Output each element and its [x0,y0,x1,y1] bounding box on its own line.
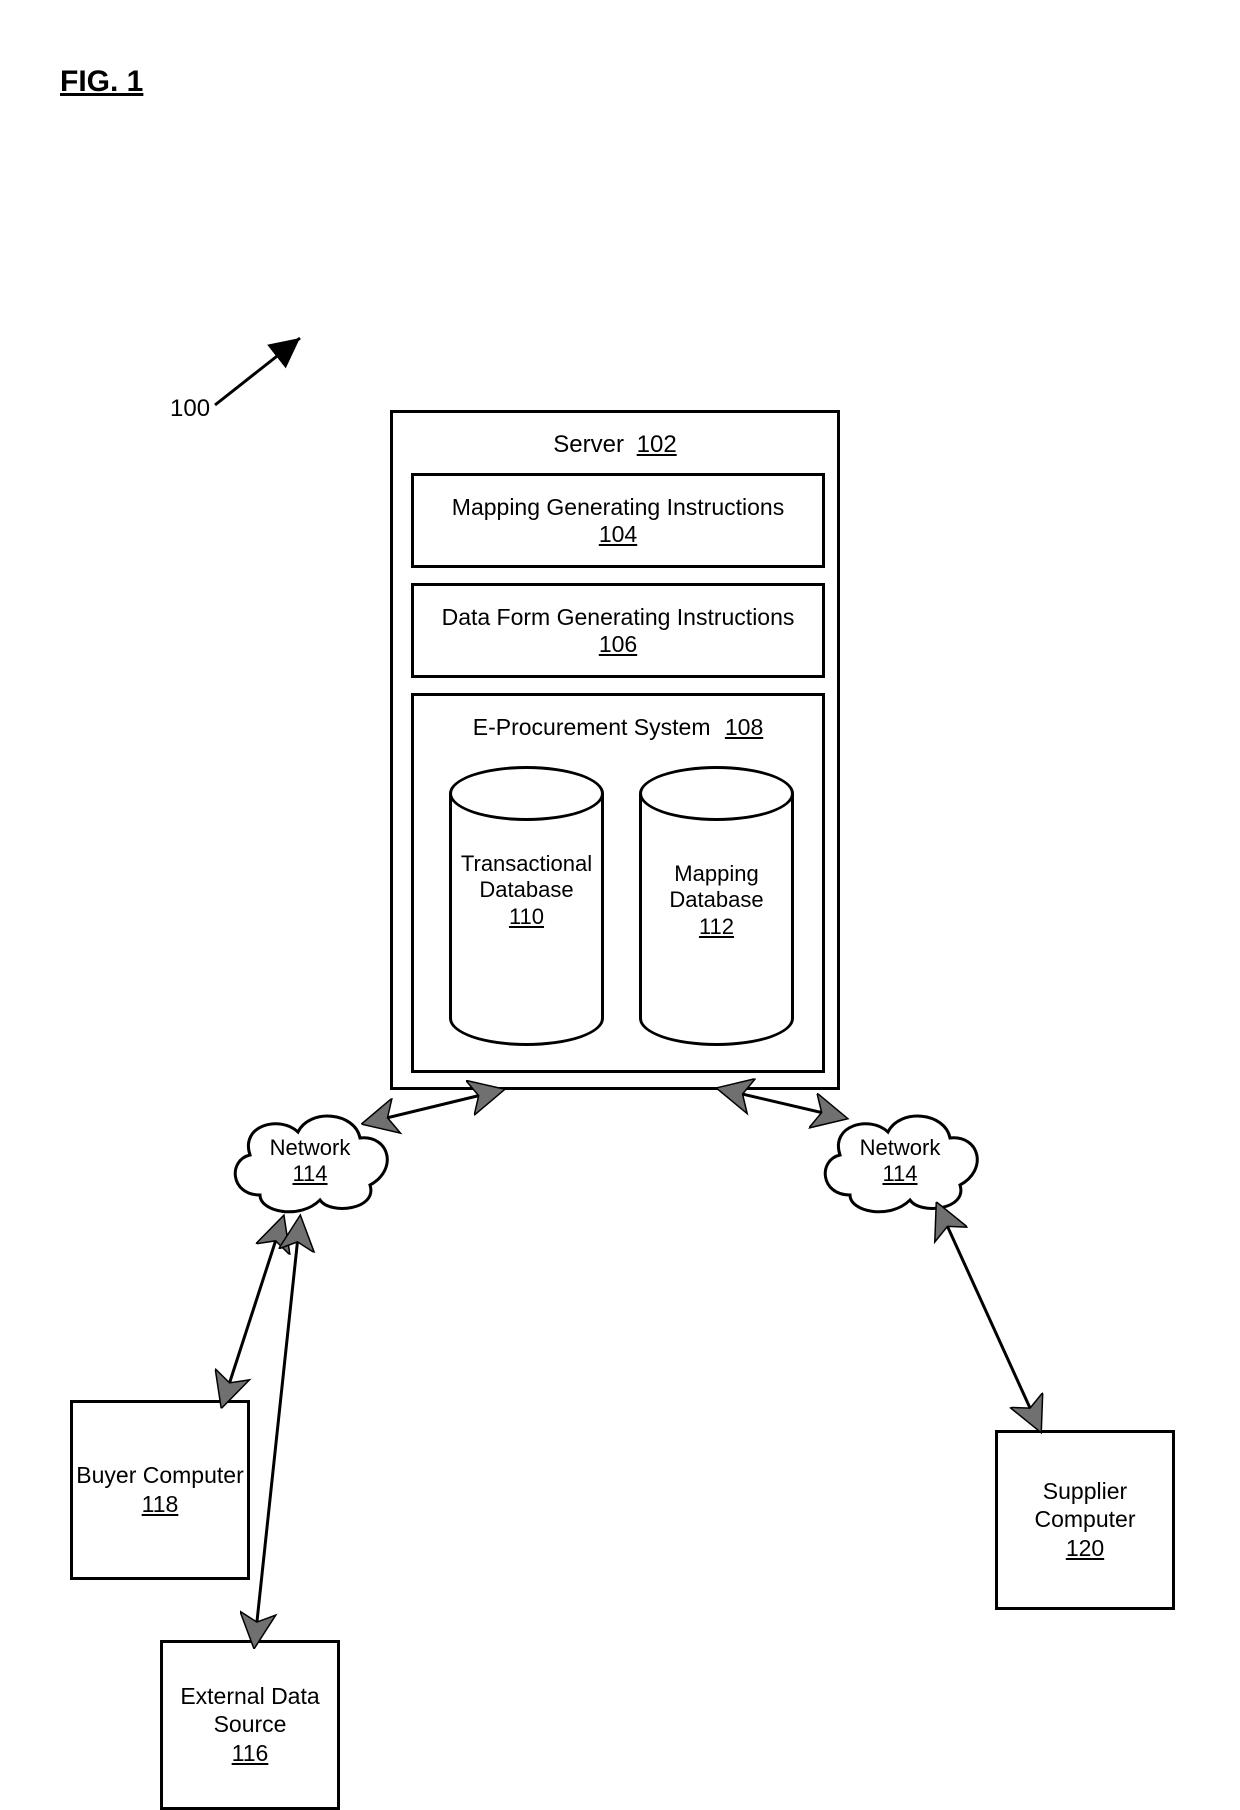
external-data-source-box: External Data Source 116 [160,1640,340,1810]
mapping-db: Mapping Database 112 [639,766,794,1026]
edge-external-net [255,1218,300,1640]
server-title-text: Server [553,431,624,458]
supplier-computer-box: Supplier Computer 120 [995,1430,1175,1610]
eproc-title-num: 108 [725,714,763,740]
map-db-text: Mapping Database [669,861,763,912]
network-cloud-right: Network 114 [810,1100,990,1220]
external-label: External Data Source [163,1683,337,1738]
eprocurement-box: E-Procurement System 108 Transactional D… [411,693,825,1073]
dataform-instr-num: 106 [599,631,637,658]
figure-ref-num: 100 [170,395,210,423]
mapping-instr-label: Mapping Generating Instructions [452,494,784,521]
mapping-db-label: Mapping Database 112 [639,861,794,940]
server-title-num: 102 [637,431,677,458]
net-right-num: 114 [882,1161,917,1186]
map-db-num: 112 [699,914,734,939]
edge-buyer-net [224,1218,283,1400]
network-left-label: Network 114 [220,1135,400,1188]
dataform-instr-label: Data Form Generating Instructions [442,604,795,631]
external-num: 116 [232,1740,269,1767]
edge-netright-supplier [940,1210,1040,1430]
buyer-num: 118 [142,1491,179,1518]
net-left-num: 114 [292,1161,327,1186]
dataform-instructions-box: Data Form Generating Instructions 106 [411,583,825,678]
net-right-text: Network [860,1135,941,1160]
transactional-db-label: Transactional Database 110 [449,851,604,930]
eproc-title-text: E-Procurement System [473,714,711,740]
trans-db-text: Transactional Database [461,851,592,902]
figure-title: FIG. 1 [60,65,143,99]
buyer-computer-box: Buyer Computer 118 [70,1400,250,1580]
network-cloud-left: Network 114 [220,1100,400,1220]
supplier-num: 120 [1066,1535,1104,1562]
trans-db-num: 110 [509,904,544,929]
transactional-db: Transactional Database 110 [449,766,604,1026]
diagram-canvas: FIG. 1 100 Server 102 Mapping Generating… [0,0,1240,1809]
buyer-label: Buyer Computer [76,1462,243,1490]
mapping-instructions-box: Mapping Generating Instructions 104 [411,473,825,568]
net-left-text: Network [270,1135,351,1160]
eproc-title: E-Procurement System 108 [414,714,822,741]
mapping-instr-num: 104 [599,521,637,548]
supplier-label: Supplier Computer [998,1478,1172,1533]
server-title: Server 102 [393,431,837,459]
network-right-label: Network 114 [810,1135,990,1188]
server-box: Server 102 Mapping Generating Instructio… [390,410,840,1090]
